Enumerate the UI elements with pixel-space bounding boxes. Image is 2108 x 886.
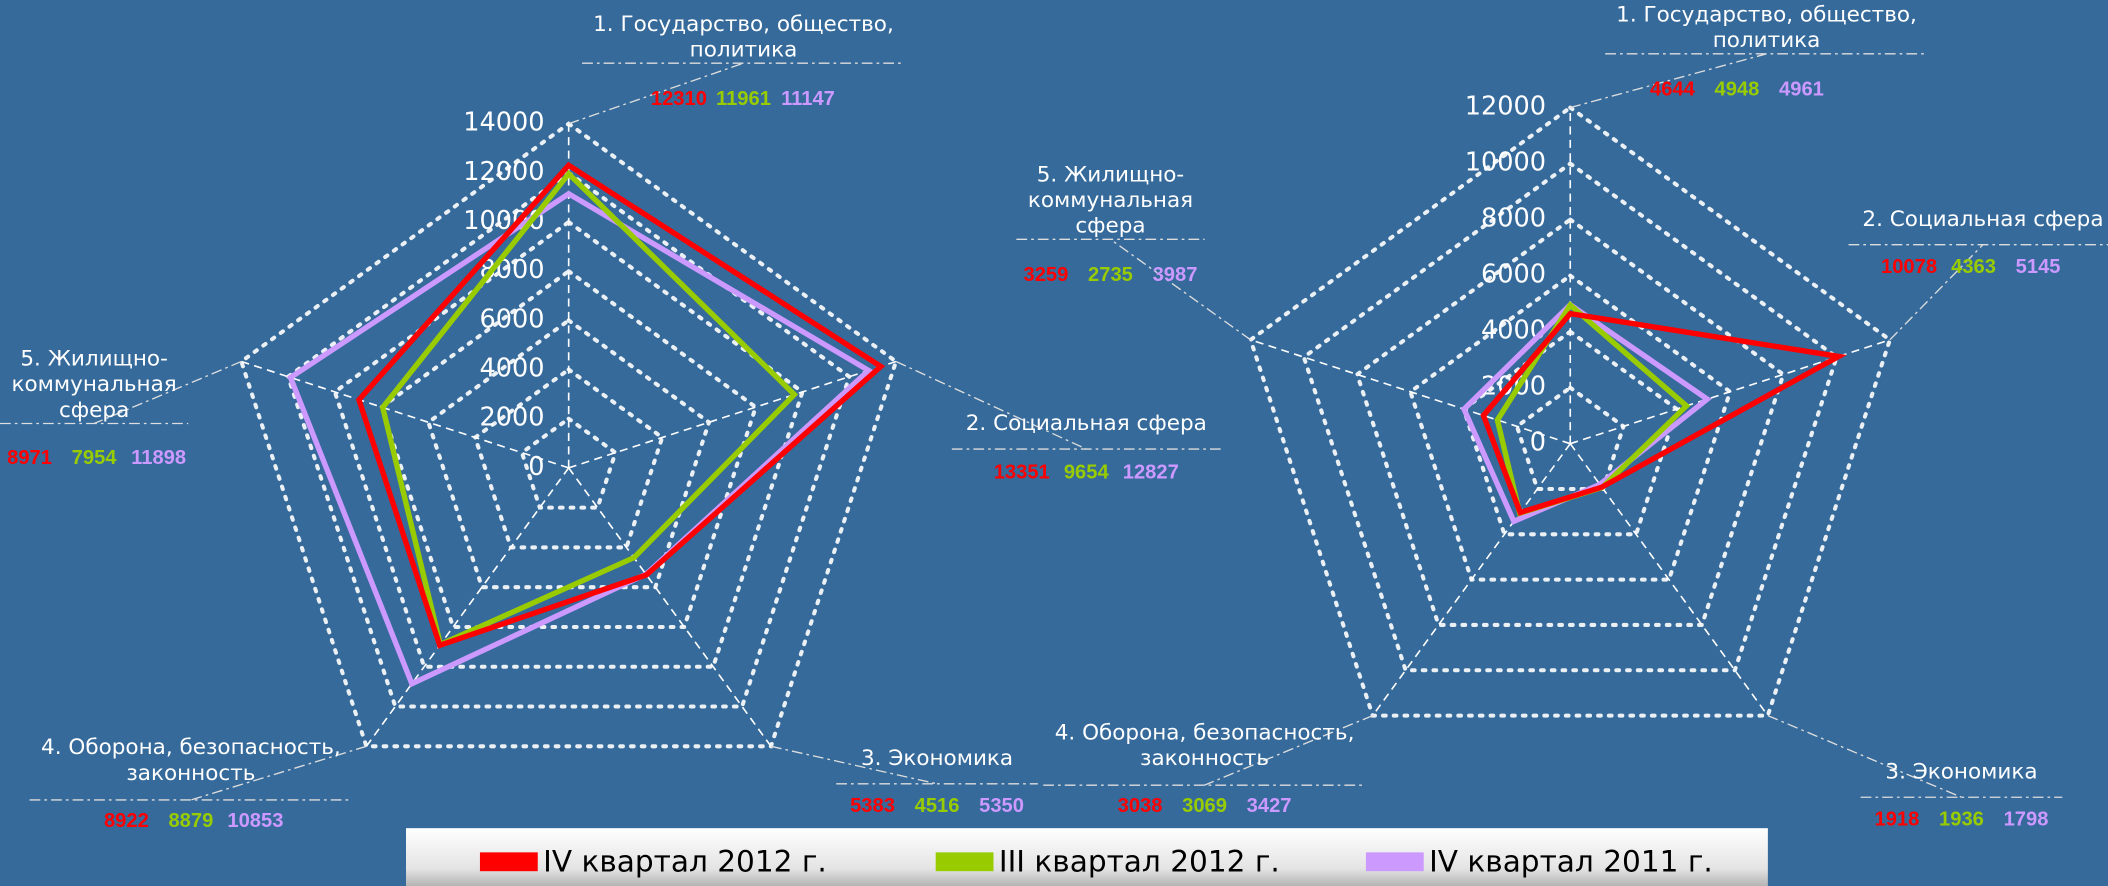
axis-spoke — [241, 360, 569, 469]
grid-ring — [472, 367, 665, 550]
data-label: 5383 — [850, 795, 895, 817]
data-label: 3987 — [1153, 264, 1198, 286]
data-label: 13351 — [994, 462, 1050, 484]
data-label: 11898 — [131, 447, 186, 469]
legend-label: IV квартал 2011 г. — [1429, 845, 1713, 879]
data-label: 2735 — [1088, 264, 1133, 286]
axis-spoke — [1372, 443, 1571, 717]
data-label: 3259 — [1024, 264, 1069, 286]
data-label: 12827 — [1123, 462, 1179, 484]
data-label: 11961 — [716, 88, 771, 110]
grid-ring — [519, 416, 618, 510]
grid-ring — [238, 121, 899, 749]
category-label-box: 2. Социальная сфера — [965, 409, 1207, 435]
label-leader — [770, 745, 938, 785]
legend-box — [406, 828, 1768, 886]
y-tick-label: 0 — [1530, 428, 1546, 458]
category-label-box: 2. Социальная сфера — [1862, 205, 2104, 231]
legend-swatch — [479, 852, 538, 872]
data-label: 5145 — [2016, 256, 2061, 278]
legend-swatch — [1365, 852, 1424, 872]
label-leader — [1110, 238, 1251, 341]
data-label: 11147 — [781, 88, 835, 110]
y-tick-label: 12000 — [463, 157, 544, 187]
data-label: 3038 — [1118, 795, 1163, 817]
series-line — [355, 161, 886, 649]
axis-spoke — [1569, 339, 1891, 445]
data-label: 5350 — [979, 795, 1024, 817]
category-label-box: 1. Государство, общество, политика — [593, 10, 894, 62]
data-label: 7954 — [72, 447, 118, 469]
category-label: 1. Государство, общество, политика — [1616, 1, 1917, 53]
data-label: 4516 — [915, 795, 960, 817]
category-label-box: 5. Жилищно-коммунальная сфера — [11, 344, 177, 422]
series-line — [287, 190, 874, 688]
data-label: 4961 — [1779, 78, 1824, 100]
data-label: 1918 — [1875, 808, 1920, 830]
legend-label: III квартал 2012 г. — [999, 845, 1280, 879]
category-label-box: 5. Жилищно-коммунальная сфера — [1027, 160, 1194, 238]
grid-ring — [379, 268, 759, 629]
category-label-box: 3. Экономика — [1885, 757, 2038, 784]
series-line — [379, 169, 799, 649]
data-label: 8879 — [168, 810, 213, 832]
data-label: 9654 — [1064, 462, 1110, 484]
category-label: 2. Социальная сфера — [965, 409, 1207, 435]
grid-ring — [1354, 217, 1786, 627]
label-leader — [568, 62, 744, 125]
category-label: 5. Жилищно-коммунальная сфера — [1027, 160, 1194, 238]
y-tick-label: 2000 — [479, 403, 544, 433]
category-label: 1. Государство, общество, политика — [593, 10, 894, 62]
data-label: 8922 — [104, 810, 149, 832]
data-label: 3069 — [1182, 795, 1227, 817]
category-label: 3. Экономика — [1885, 757, 2038, 784]
y-tick-label: 12000 — [1465, 92, 1546, 122]
data-label: 4644 — [1650, 78, 1696, 100]
label-leader — [190, 745, 367, 801]
category-label: 2. Социальная сфера — [1862, 205, 2104, 231]
y-tick-label: 8000 — [1481, 204, 1546, 234]
data-label: 4363 — [1951, 256, 1996, 278]
data-label: 12310 — [651, 88, 707, 110]
label-leader — [93, 360, 242, 425]
axis-spoke — [365, 467, 570, 747]
y-tick-label: 4000 — [479, 354, 544, 384]
grid-ring — [1248, 105, 1893, 718]
data-label: 1936 — [1939, 808, 1984, 830]
data-label: 10078 — [1881, 256, 1937, 278]
axis-spoke — [568, 467, 772, 747]
data-label: 1798 — [2004, 808, 2049, 830]
category-label: 4. Оборона, безопасность, законность — [41, 734, 341, 786]
category-label: 3. Экономика — [860, 744, 1014, 770]
axis-spoke — [568, 360, 897, 469]
data-label: 3427 — [1247, 795, 1292, 817]
y-tick-label: 6000 — [1481, 260, 1546, 290]
legend-label: IV квартал 2012 г. — [543, 845, 827, 879]
y-tick-label: 14000 — [463, 108, 544, 138]
data-label: 4948 — [1715, 78, 1760, 100]
legend-swatch — [935, 852, 994, 872]
label-leader — [1204, 714, 1373, 786]
label-leader — [1889, 244, 1984, 341]
grid-ring — [285, 170, 852, 709]
grid-ring — [1408, 273, 1733, 582]
category-label-box: 4. Оборона, безопасность, законность — [41, 734, 341, 786]
category-label-box: 1. Государство, общество, политика — [1616, 1, 1917, 53]
category-label: 5. Жилищно-коммунальная сфера — [11, 344, 177, 422]
data-label: 8971 — [7, 447, 52, 469]
label-leader — [1767, 714, 1962, 798]
category-label-box: 3. Экономика — [860, 744, 1014, 770]
data-label: 10853 — [227, 810, 283, 832]
grid-ring — [1514, 385, 1626, 492]
axis-spoke — [1250, 339, 1571, 445]
category-label-box: 4. Оборона, безопасность, законность — [1054, 719, 1355, 771]
series-line — [1480, 310, 1847, 516]
grid-ring — [1461, 329, 1680, 537]
category-label: 4. Оборона, безопасность, законность — [1054, 719, 1355, 771]
label-leader — [1570, 53, 1767, 109]
label-leader — [895, 360, 1087, 450]
